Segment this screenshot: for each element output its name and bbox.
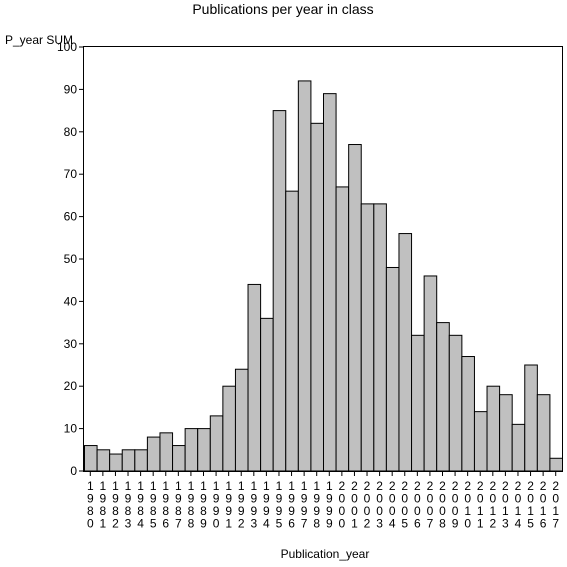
bar-2007	[423, 275, 438, 472]
bar-2004	[385, 266, 400, 472]
y-tick-label: 40	[64, 294, 78, 308]
bar-1993	[247, 283, 262, 472]
bar-1994	[260, 317, 274, 472]
bar-1984	[134, 449, 148, 472]
y-tick-label: 30	[64, 337, 78, 351]
x-axis-label: Publication_year	[281, 547, 370, 561]
bar-1996	[285, 190, 299, 472]
bar-1980	[84, 445, 98, 472]
bar-1987	[172, 445, 186, 472]
bar-2014	[511, 423, 526, 472]
bar-2015	[524, 364, 538, 472]
bar-1988	[184, 428, 199, 472]
bar-1992	[234, 368, 249, 472]
bar-2012	[486, 385, 501, 472]
bar-2000	[335, 186, 350, 472]
y-tick-label: 70	[64, 167, 78, 181]
bar-1997	[297, 80, 312, 472]
x-axis: 1 9 8 0 1 9 8 1 1 9 8 2 1 9 8 3 1 9 8 4 1 9 8 5 1 9 8 6 1 9 8 7 1 9 8 8 1 9 8 9…	[87, 471, 559, 531]
plot-frame	[83, 46, 563, 472]
bar-1981	[96, 449, 111, 472]
bar-2008	[436, 322, 450, 472]
bar-2006	[411, 334, 425, 472]
bar-1983	[121, 449, 136, 472]
bar-2017	[549, 457, 563, 472]
bar-1990	[209, 415, 224, 472]
bar-2002	[360, 203, 375, 472]
chart-title: Publications per year in class	[192, 1, 373, 17]
bar-2011	[473, 411, 488, 472]
bar-2010	[461, 356, 475, 472]
y-tick-label: 60	[64, 210, 78, 224]
y-tick-label: 100	[57, 40, 77, 54]
bar-2005	[398, 233, 413, 472]
bar-1982	[109, 453, 123, 472]
bars-group	[84, 80, 563, 472]
bar-1991	[222, 385, 236, 472]
bar-2001	[348, 144, 362, 472]
bar-1999	[323, 93, 337, 472]
bar-2016	[536, 394, 551, 472]
bar-1998	[310, 122, 325, 472]
y-axis: 0 10 20 30 40 50 60 70 80 90 100	[57, 40, 84, 478]
y-tick-label: 0	[70, 464, 77, 478]
y-tick-label: 90	[64, 82, 78, 96]
bar-2003	[373, 203, 387, 472]
bar-2013	[499, 394, 513, 472]
bar-1986	[159, 432, 174, 472]
bar-2009	[448, 334, 463, 472]
y-tick-label: 20	[64, 379, 78, 393]
y-tick-label: 50	[64, 252, 78, 266]
bar-1989	[197, 428, 211, 472]
y-tick-label: 80	[64, 125, 78, 139]
bar-1995	[272, 110, 287, 472]
y-tick-label: 10	[64, 422, 78, 436]
y-axis-label: P_year SUM	[5, 33, 73, 47]
bar-1985	[146, 436, 161, 472]
